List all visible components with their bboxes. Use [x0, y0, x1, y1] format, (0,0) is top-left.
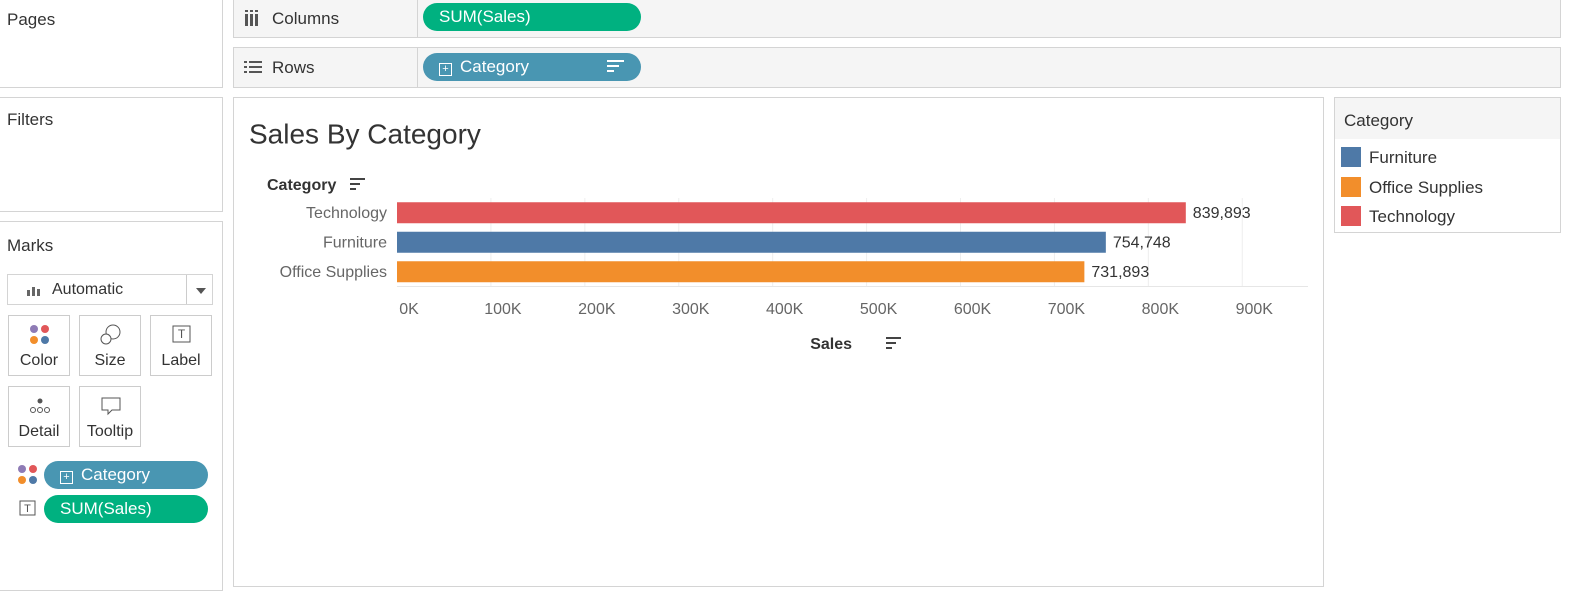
- sort-icon: [607, 60, 624, 72]
- x-tick-label: 200K: [578, 301, 616, 318]
- detail-icon: [30, 398, 50, 413]
- marks-sales-pill[interactable]: SUM(Sales): [44, 495, 208, 523]
- bar: [397, 261, 1085, 283]
- svg-text:T: T: [178, 327, 186, 341]
- y-tick-label: Technology: [306, 205, 387, 222]
- legend-label: Office Supplies: [1369, 178, 1484, 197]
- filters-title: Filters: [7, 110, 54, 129]
- label-encoding-icon: T: [19, 500, 36, 516]
- bar-icon: [27, 287, 40, 296]
- value-label: 754,748: [1113, 234, 1171, 251]
- legend-swatch: [1341, 206, 1361, 226]
- x-tick-label: 800K: [1142, 301, 1180, 318]
- rows-label: Rows: [272, 58, 315, 77]
- color-encoding-icon: [18, 465, 37, 484]
- mark-type: Automatic: [52, 281, 124, 298]
- button-label: Label: [161, 352, 201, 369]
- color-icon: [30, 325, 49, 344]
- y-axis-title: Category: [267, 177, 336, 194]
- legend-label: Technology: [1369, 207, 1456, 226]
- columns-pill[interactable]: SUM(Sales): [423, 3, 641, 31]
- y-tick-label: Furniture: [323, 234, 387, 251]
- rows-icon: [244, 61, 262, 73]
- x-tick-label: 700K: [1048, 301, 1086, 318]
- label-icon: T: [172, 325, 191, 343]
- bar: [397, 202, 1186, 224]
- chart-title: Sales By Category: [249, 118, 481, 149]
- legend-title: Category: [1344, 111, 1413, 130]
- view-pane: Sales By Category Category Sales 0K 100K 2…: [233, 97, 1324, 587]
- pill-text: SUM(Sales): [439, 7, 531, 26]
- x-tick-label: 300K: [672, 301, 710, 318]
- size-button[interactable]: Size: [79, 315, 141, 376]
- pill-text: Category: [460, 57, 529, 76]
- button-label: Detail: [18, 423, 60, 440]
- legend-item[interactable]: Technology: [1341, 206, 1456, 227]
- x-tick-label: 900K: [1236, 301, 1274, 318]
- legend-swatch: [1341, 147, 1361, 167]
- bar: [397, 231, 1106, 253]
- pill-text: Category: [81, 465, 150, 484]
- button-label: Color: [19, 352, 59, 369]
- size-icon: [100, 324, 121, 345]
- rows-pill[interactable]: + Category: [423, 53, 641, 81]
- legend-label: Furniture: [1369, 148, 1438, 167]
- pages-card: Pages: [0, 0, 223, 88]
- value-label: 731,893: [1091, 264, 1149, 281]
- label-button[interactable]: T Label: [150, 315, 212, 376]
- x-axis-title: Sales: [810, 336, 852, 353]
- mark-type-dropdown[interactable]: Automatic: [7, 274, 213, 305]
- button-label: Tooltip: [86, 423, 134, 440]
- chart: Sales By Category Category Sales 0K 100K 2…: [249, 118, 1308, 353]
- detail-button[interactable]: Detail: [8, 386, 70, 447]
- button-label: Size: [94, 352, 126, 369]
- x-tick-label: 600K: [954, 301, 992, 318]
- legend-item[interactable]: Office Supplies: [1341, 177, 1484, 198]
- sort-icon: [350, 178, 365, 190]
- tooltip-button[interactable]: Tooltip: [79, 386, 141, 447]
- columns-icon: [245, 10, 258, 26]
- x-tick-label: 0K: [399, 301, 419, 318]
- legend-item[interactable]: Furniture: [1341, 147, 1438, 168]
- x-tick-label: 500K: [860, 301, 898, 318]
- filters-card: Filters: [0, 97, 223, 212]
- columns-label: Columns: [272, 9, 340, 28]
- y-tick-label: Office Supplies: [280, 264, 387, 281]
- pill-text: SUM(Sales): [60, 499, 152, 518]
- value-label: 839,893: [1193, 205, 1251, 222]
- dropdown-arrow: [196, 288, 206, 294]
- color-button[interactable]: Color: [8, 315, 70, 376]
- pages-title: Pages: [7, 10, 56, 29]
- svg-text:T: T: [24, 503, 31, 515]
- x-tick-label: 100K: [484, 301, 522, 318]
- sort-icon: [886, 337, 901, 349]
- legend-swatch: [1341, 177, 1361, 197]
- marks-title: Marks: [7, 236, 54, 255]
- tooltip-icon: [101, 397, 121, 416]
- marks-category-pill[interactable]: + Category: [44, 461, 208, 489]
- x-tick-label: 400K: [766, 301, 804, 318]
- legend-card: Category Furniture Office Supplies Techn…: [1334, 97, 1561, 233]
